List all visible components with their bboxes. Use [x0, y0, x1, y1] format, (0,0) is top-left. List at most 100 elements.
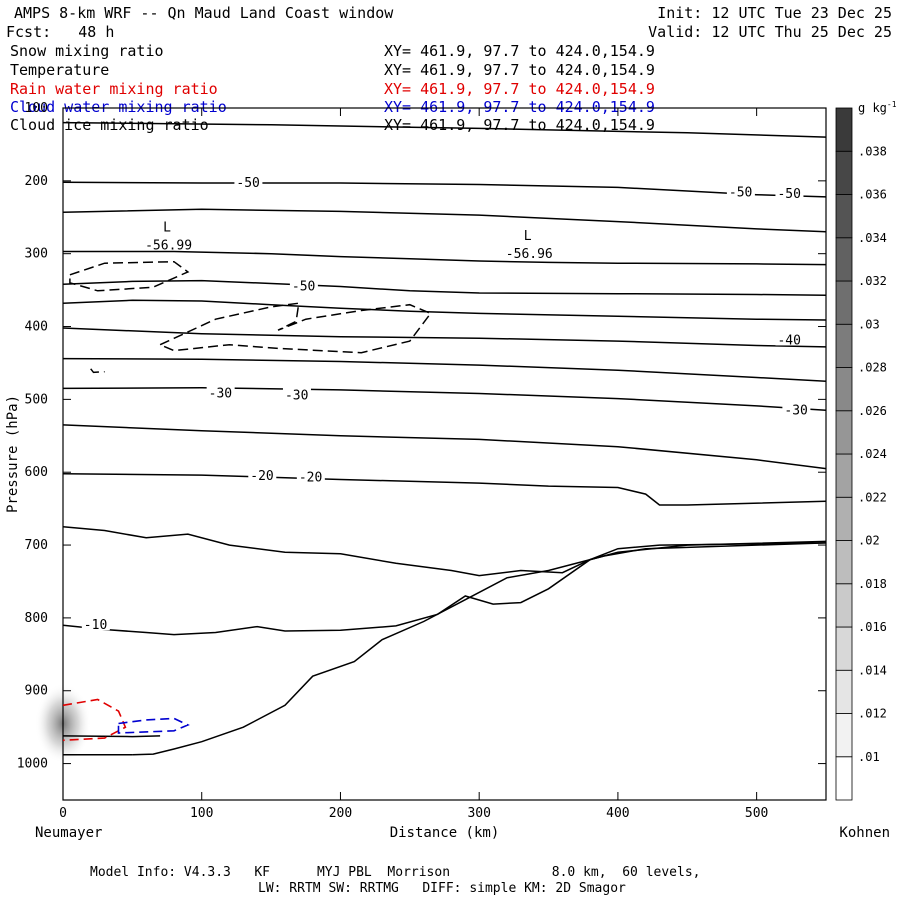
- colorbar-level-label: .012: [858, 707, 887, 721]
- forecast-hour: Fcst: 48 h: [6, 23, 115, 41]
- y-tick-label: 900: [25, 684, 48, 699]
- colorbar-bin: [835, 756, 853, 801]
- legend-cloud-water-xy: XY= 461.9, 97.7 to 424.0,154.9: [384, 98, 655, 116]
- temperature-contour-5: [62, 299, 827, 321]
- colorbar-level-label: .026: [858, 404, 887, 418]
- temperature-label-bg: [296, 469, 325, 483]
- colorbar-unit-exponent: -1: [887, 100, 897, 109]
- y-tick-label: 500: [25, 392, 48, 407]
- legend-cloud-water-name: Cloud water mixing ratio: [10, 98, 227, 116]
- temperature-contour-4: [62, 279, 827, 296]
- legend-snow-xy: XY= 461.9, 97.7 to 424.0,154.9: [384, 42, 655, 60]
- temperature-contour-6: [62, 327, 827, 348]
- temperature-label-bg: [81, 617, 110, 631]
- init-time: Init: 12 UTC Tue 23 Dec 25: [657, 4, 892, 22]
- colorbar-level-label: .016: [858, 620, 887, 634]
- colorbar-bin: [835, 280, 853, 325]
- temperature-label-bg: [248, 467, 277, 481]
- colorbar-level-label: .038: [858, 144, 887, 158]
- x-tick-label: 500: [745, 806, 768, 821]
- valid-time: Valid: 12 UTC Thu 25 Dec 25: [648, 23, 892, 41]
- temperature-contour-8: [62, 386, 827, 412]
- temperature-label: -10: [84, 618, 107, 633]
- rain-contour-0: [62, 698, 127, 742]
- temperature-contour-0: [62, 121, 827, 138]
- colorbar-level-label: .014: [858, 663, 887, 677]
- temperature-label: -40: [777, 333, 800, 348]
- low-value: -56.99: [145, 238, 192, 253]
- colorbar-level-label: .022: [858, 490, 887, 504]
- legend-cloud-ice-name: Cloud ice mixing ratio: [10, 116, 209, 134]
- x-tick-label: 300: [467, 806, 490, 821]
- legend-temperature-name: Temperature: [10, 61, 110, 79]
- temperature-contour-13: [132, 542, 827, 756]
- plot-frame: [62, 107, 827, 801]
- colorbar-bin: [835, 540, 853, 585]
- colorbar-bin: [835, 194, 853, 239]
- y-tick-label: 100: [25, 101, 48, 116]
- colorbar-bin: [835, 713, 853, 758]
- colorbar-level-label: .018: [858, 577, 887, 591]
- colorbar-level-label: .032: [858, 274, 887, 288]
- temperature-label-bg: [206, 385, 235, 399]
- temperature-contour-1: [62, 181, 827, 198]
- temperature-contour-2: [62, 208, 827, 233]
- y-tick-label: 700: [25, 538, 48, 553]
- footer-physics-info: LW: RRTM SW: RRTMG DIFF: simple KM: 2D S…: [258, 881, 626, 896]
- chart-title: AMPS 8-km WRF -- Qn Maud Land Coast wind…: [14, 4, 394, 22]
- colorbar-bin: [835, 669, 853, 714]
- y-tick-label: 200: [25, 174, 48, 189]
- colorbar-bin: [835, 626, 853, 671]
- temperature-label-bg: [775, 332, 804, 346]
- y-tick-label: 800: [25, 611, 48, 626]
- colorbar-level-label: .01: [858, 750, 880, 764]
- colorbar-level-label: .02: [858, 534, 880, 548]
- colorbar-bin: [835, 237, 853, 282]
- colorbar-bin: [835, 410, 853, 455]
- x-tick-label: 100: [190, 806, 213, 821]
- colorbar-bin: [835, 323, 853, 368]
- y-tick-label: 1000: [17, 757, 48, 772]
- temperature-label: -30: [209, 387, 232, 402]
- y-tick-label: 600: [25, 465, 48, 480]
- temperature-label: -30: [285, 389, 308, 404]
- legend-temperature-xy: XY= 461.9, 97.7 to 424.0,154.9: [384, 61, 655, 79]
- temperature-label-bg: [775, 185, 804, 199]
- snow-contour-0: [69, 260, 190, 292]
- snow-contour-1: [159, 302, 432, 354]
- temperature-label: -50: [777, 187, 800, 202]
- low-value: -56.96: [506, 247, 553, 262]
- temperature-label-bg: [782, 402, 811, 416]
- y-axis-label: Pressure (hPa): [5, 395, 21, 513]
- colorbar-bin: [835, 453, 853, 498]
- y-tick-label: 300: [25, 247, 48, 262]
- colorbar-bin: [835, 496, 853, 541]
- colorbar-bin: [835, 107, 853, 152]
- colorbar-bin: [835, 367, 853, 412]
- x-tick-label: 400: [606, 806, 629, 821]
- colorbar-unit: g kg-1: [858, 100, 897, 115]
- temperature-contour-3: [63, 250, 827, 266]
- temperature-label: -50: [292, 279, 315, 294]
- colorbar-bin: [835, 583, 853, 628]
- temperature-contour-12: [62, 540, 827, 636]
- colorbar-bin: [835, 150, 853, 195]
- y-tick-label: 400: [25, 320, 48, 335]
- x-axis-label: Distance (km): [390, 825, 500, 841]
- legend-snow-name: Snow mixing ratio: [10, 42, 164, 60]
- temperature-label: -30: [784, 403, 807, 418]
- temperature-label: -50: [236, 176, 259, 191]
- x-axis-left-endpoint: Neumayer: [35, 825, 102, 841]
- x-axis-right-endpoint: Kohnen: [839, 825, 890, 841]
- temperature-label: -20: [299, 470, 322, 485]
- colorbar-level-label: .028: [858, 361, 887, 375]
- temperature-label-bg: [282, 387, 311, 401]
- cloud-water-contour-0: [117, 717, 190, 734]
- footer-model-info: Model Info: V4.3.3 KF MYJ PBL Morrison 8…: [90, 865, 701, 880]
- temperature-contour-9: [62, 424, 827, 470]
- x-tick-label: 0: [59, 806, 67, 821]
- colorbar-level-label: .03: [858, 317, 880, 331]
- low-symbol: L: [163, 220, 171, 235]
- legend-rain-name: Rain water mixing ratio: [10, 80, 218, 98]
